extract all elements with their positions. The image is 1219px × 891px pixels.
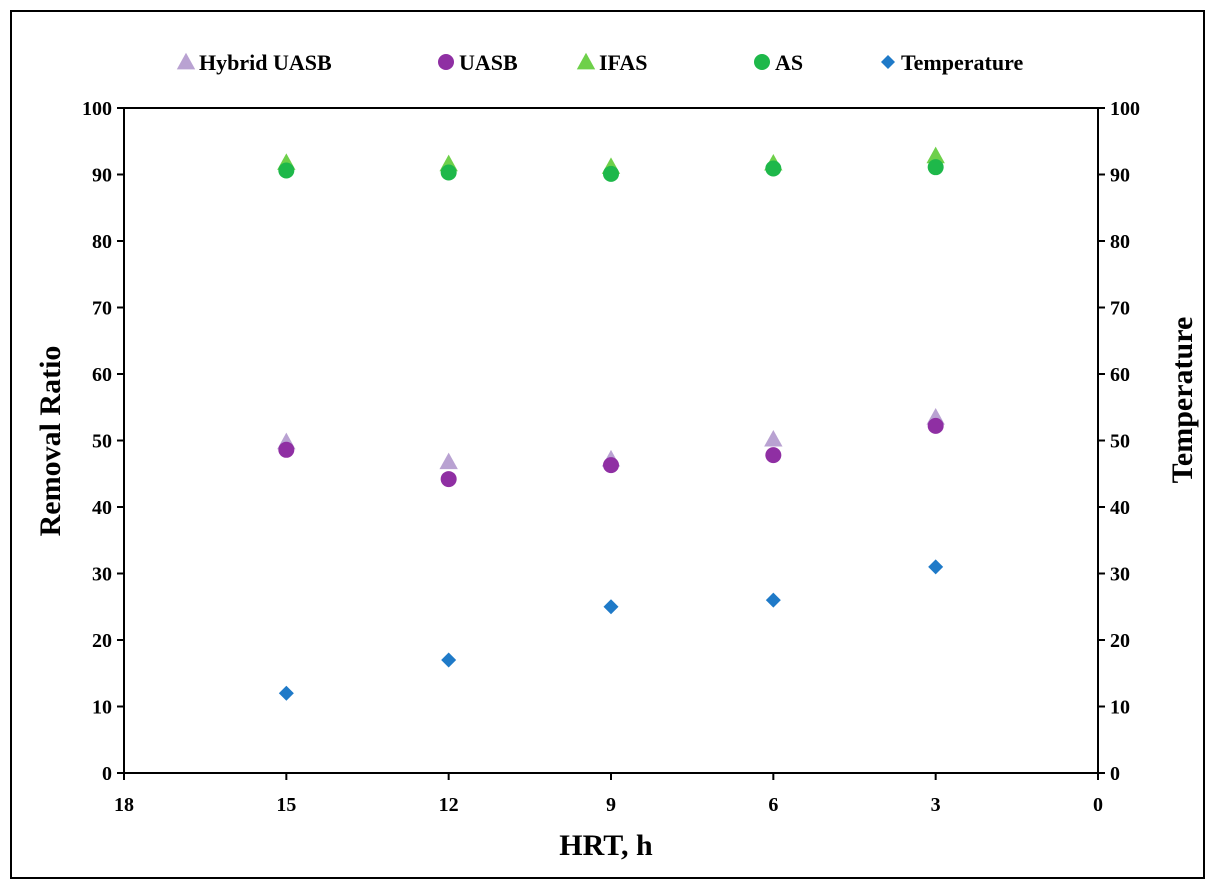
legend-marker-uasb [438,54,454,70]
data-point-hybrid-uasb [439,452,458,470]
data-point-temperature [278,685,294,701]
y-tick-label: 40 [92,497,112,519]
legend-label-hybrid-uasb: Hybrid UASB [199,50,332,75]
legend-item-hybrid-uasb: Hybrid UASB [176,50,332,75]
axes: 0102030405060708090100010203040506070809… [82,98,1140,816]
y-tick-label: 60 [92,364,112,386]
legend-item-ifas: IFAS [576,50,648,75]
y2-tick-label: 0 [1110,763,1120,785]
legend-item-as: AS [754,50,803,75]
series-as [278,159,944,182]
x-tick-label: 6 [768,794,778,816]
y-tick-label: 30 [92,564,112,586]
y-tick-label: 100 [82,98,112,120]
y2-tick-label: 60 [1110,364,1130,386]
legend-marker-hybrid-uasb [176,52,196,70]
x-tick-label: 18 [114,794,134,816]
legend-item-uasb: UASB [438,50,518,75]
y-tick-label: 10 [92,697,112,719]
legend-marker-as [754,54,770,70]
y2-tick-label: 20 [1110,630,1130,652]
legend: Hybrid UASB UASB IFAS AS Temperature [176,50,1023,75]
y-axis-title: Removal Ratio [34,346,67,537]
y2-tick-label: 70 [1110,298,1130,320]
y2-tick-label: 10 [1110,697,1130,719]
legend-label-temperature: Temperature [901,50,1023,75]
y-tick-label: 90 [92,165,112,187]
data-point-as [765,160,782,177]
y-tick-label: 50 [92,431,112,453]
y2-axis-title: Temperature [1166,317,1199,484]
y2-tick-label: 90 [1110,165,1130,187]
legend-label-ifas: IFAS [599,50,648,75]
plot-marks [277,146,945,701]
data-point-hybrid-uasb [764,429,783,447]
legend-marker-ifas [576,52,596,70]
data-point-uasb [765,447,782,464]
y-tick-label: 20 [92,630,112,652]
y-tick-label: 70 [92,298,112,320]
data-point-temperature [603,599,619,615]
legend-marker-temperature [881,55,895,69]
y2-tick-label: 30 [1110,564,1130,586]
legend-item-temperature: Temperature [881,50,1023,75]
y2-tick-label: 40 [1110,497,1130,519]
data-point-uasb [278,441,295,458]
data-point-as [278,162,295,179]
data-point-ifas [926,146,945,164]
y2-tick-label: 50 [1110,431,1130,453]
x-axis-title: HRT, h [559,829,653,862]
data-point-uasb [927,417,944,434]
x-tick-label: 15 [276,794,296,816]
y-tick-label: 80 [92,231,112,253]
chart-frame [10,10,1205,879]
data-point-temperature [441,652,457,668]
plot-area-border [123,107,1099,774]
y2-tick-label: 80 [1110,231,1130,253]
data-point-uasb [440,471,457,488]
data-point-temperature [765,592,781,608]
data-point-as [440,164,457,181]
data-point-as [927,159,944,176]
legend-label-as: AS [775,50,803,75]
x-tick-label: 12 [439,794,459,816]
x-tick-label: 0 [1093,794,1103,816]
data-point-uasb [603,457,619,474]
x-tick-label: 9 [606,794,616,816]
data-point-as [603,165,619,182]
data-point-temperature [928,559,944,575]
series-temperature [278,559,944,701]
y2-tick-label: 100 [1110,98,1140,120]
legend-label-uasb: UASB [459,50,518,75]
y-tick-label: 0 [102,763,112,785]
x-tick-label: 3 [931,794,941,816]
series-uasb [278,417,944,488]
